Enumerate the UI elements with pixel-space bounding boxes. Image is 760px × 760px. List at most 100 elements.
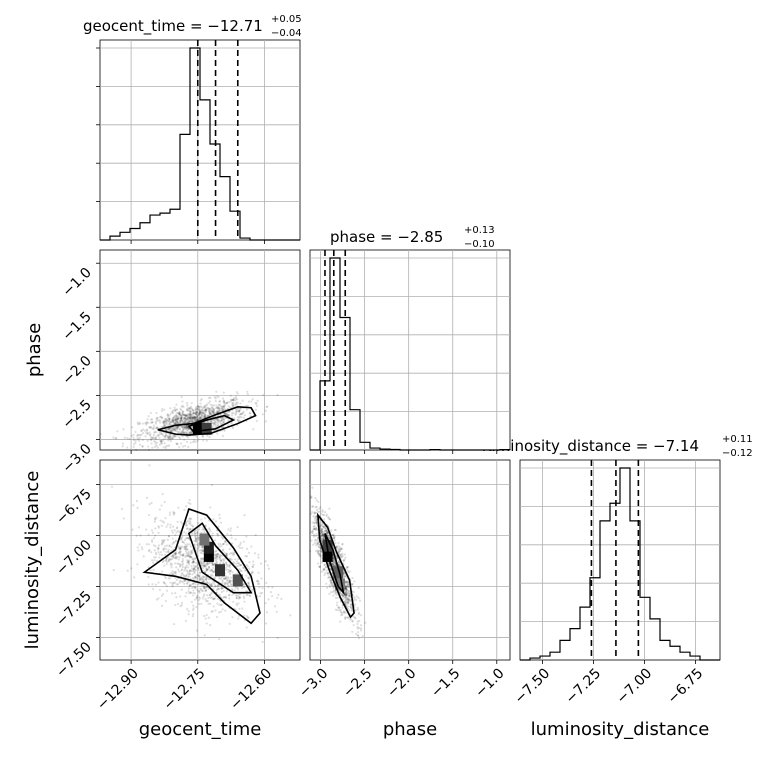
scatter-point bbox=[204, 415, 207, 418]
scatter-point bbox=[185, 432, 188, 435]
scatter-point bbox=[234, 538, 237, 541]
scatter-point bbox=[222, 408, 225, 411]
scatter-point bbox=[344, 591, 347, 594]
scatter-point bbox=[339, 548, 342, 551]
scatter-point bbox=[226, 584, 230, 587]
scatter-point bbox=[160, 415, 163, 418]
scatter-point bbox=[222, 420, 225, 424]
scatter-point bbox=[172, 420, 175, 423]
scatter-point bbox=[347, 598, 350, 601]
scatter-point bbox=[168, 511, 172, 514]
scatter-point bbox=[164, 432, 167, 435]
scatter-point bbox=[245, 574, 248, 577]
scatter-point bbox=[233, 397, 236, 400]
scatter-point bbox=[192, 585, 195, 589]
scatter-point bbox=[234, 410, 238, 413]
scatter-point bbox=[236, 526, 239, 529]
scatter-point bbox=[200, 550, 204, 553]
scatter-point bbox=[195, 405, 198, 409]
scatter-point bbox=[190, 413, 193, 416]
scatter-point bbox=[167, 427, 170, 431]
scatter-point bbox=[237, 562, 240, 565]
scatter-point bbox=[249, 412, 252, 415]
scatter-point bbox=[332, 560, 335, 563]
scatter-point bbox=[313, 522, 316, 525]
scatter-point bbox=[218, 419, 221, 422]
scatter-point bbox=[203, 405, 206, 408]
scatter-point bbox=[193, 567, 196, 570]
scatter-point bbox=[137, 438, 140, 441]
scatter-point bbox=[195, 407, 198, 410]
scatter-point bbox=[192, 561, 195, 564]
scatter-point bbox=[197, 414, 200, 417]
scatter-point bbox=[186, 545, 189, 548]
scatter-point bbox=[324, 529, 327, 532]
scatter-point bbox=[165, 557, 168, 561]
scatter-point bbox=[154, 534, 157, 537]
scatter-point bbox=[191, 525, 195, 528]
scatter-point bbox=[174, 421, 177, 425]
scatter-point bbox=[167, 436, 170, 440]
scatter-point bbox=[313, 542, 316, 545]
scatter-point bbox=[176, 420, 179, 423]
scatter-point bbox=[191, 415, 194, 419]
scatter-point bbox=[364, 621, 367, 624]
scatter-point bbox=[201, 408, 204, 411]
scatter-point bbox=[164, 516, 167, 520]
scatter-point bbox=[357, 586, 360, 589]
scatter-point bbox=[310, 531, 313, 534]
scatter-point bbox=[358, 599, 362, 602]
scatter-point bbox=[187, 553, 190, 557]
scatter-point bbox=[226, 532, 229, 536]
scatter-point bbox=[198, 411, 201, 415]
scatter-point bbox=[159, 431, 162, 434]
scatter-point bbox=[172, 541, 175, 544]
scatter-point bbox=[207, 407, 210, 410]
scatter-point bbox=[200, 557, 203, 561]
y-tick-label: −7.25 bbox=[53, 588, 95, 630]
scatter-point bbox=[319, 531, 322, 534]
scatter-point bbox=[201, 415, 205, 418]
scatter-point bbox=[194, 575, 197, 578]
scatter-point bbox=[216, 417, 219, 421]
scatter-point bbox=[179, 425, 182, 428]
scatter-point bbox=[185, 409, 188, 412]
scatter-point bbox=[323, 510, 327, 514]
scatter-point bbox=[178, 446, 181, 449]
scatter-point bbox=[206, 594, 209, 597]
scatter-point bbox=[229, 527, 233, 530]
scatter-point bbox=[335, 593, 338, 596]
scatter-point bbox=[221, 580, 224, 583]
scatter-point bbox=[175, 408, 178, 411]
scatter-point bbox=[192, 411, 195, 415]
scatter-point bbox=[331, 562, 334, 566]
scatter-point bbox=[228, 570, 232, 573]
scatter-point bbox=[202, 409, 206, 412]
scatter-point bbox=[188, 528, 191, 531]
scatter-point bbox=[176, 427, 179, 430]
scatter-point bbox=[180, 405, 183, 408]
scatter-point bbox=[154, 420, 157, 424]
scatter-point bbox=[181, 565, 185, 569]
scatter-point bbox=[145, 422, 148, 425]
scatter-point bbox=[214, 585, 217, 588]
scatter-point bbox=[186, 548, 189, 551]
scatter-point bbox=[170, 421, 173, 424]
scatter-point bbox=[345, 589, 348, 592]
scatter-point bbox=[211, 610, 214, 613]
scatter-point bbox=[215, 532, 219, 536]
scatter-point bbox=[228, 563, 232, 566]
scatter-point bbox=[154, 443, 157, 446]
scatter-point bbox=[199, 408, 202, 411]
scatter-point bbox=[166, 413, 169, 416]
scatter-point bbox=[340, 547, 343, 550]
scatter-point bbox=[164, 599, 167, 603]
scatter-point bbox=[220, 603, 223, 606]
scatter-point bbox=[166, 538, 169, 541]
scatter-point bbox=[340, 556, 343, 559]
scatter-point bbox=[150, 529, 154, 532]
scatter-point bbox=[340, 611, 343, 614]
scatter-point bbox=[167, 419, 170, 423]
scatter-point bbox=[201, 411, 204, 414]
scatter-point bbox=[198, 528, 201, 531]
